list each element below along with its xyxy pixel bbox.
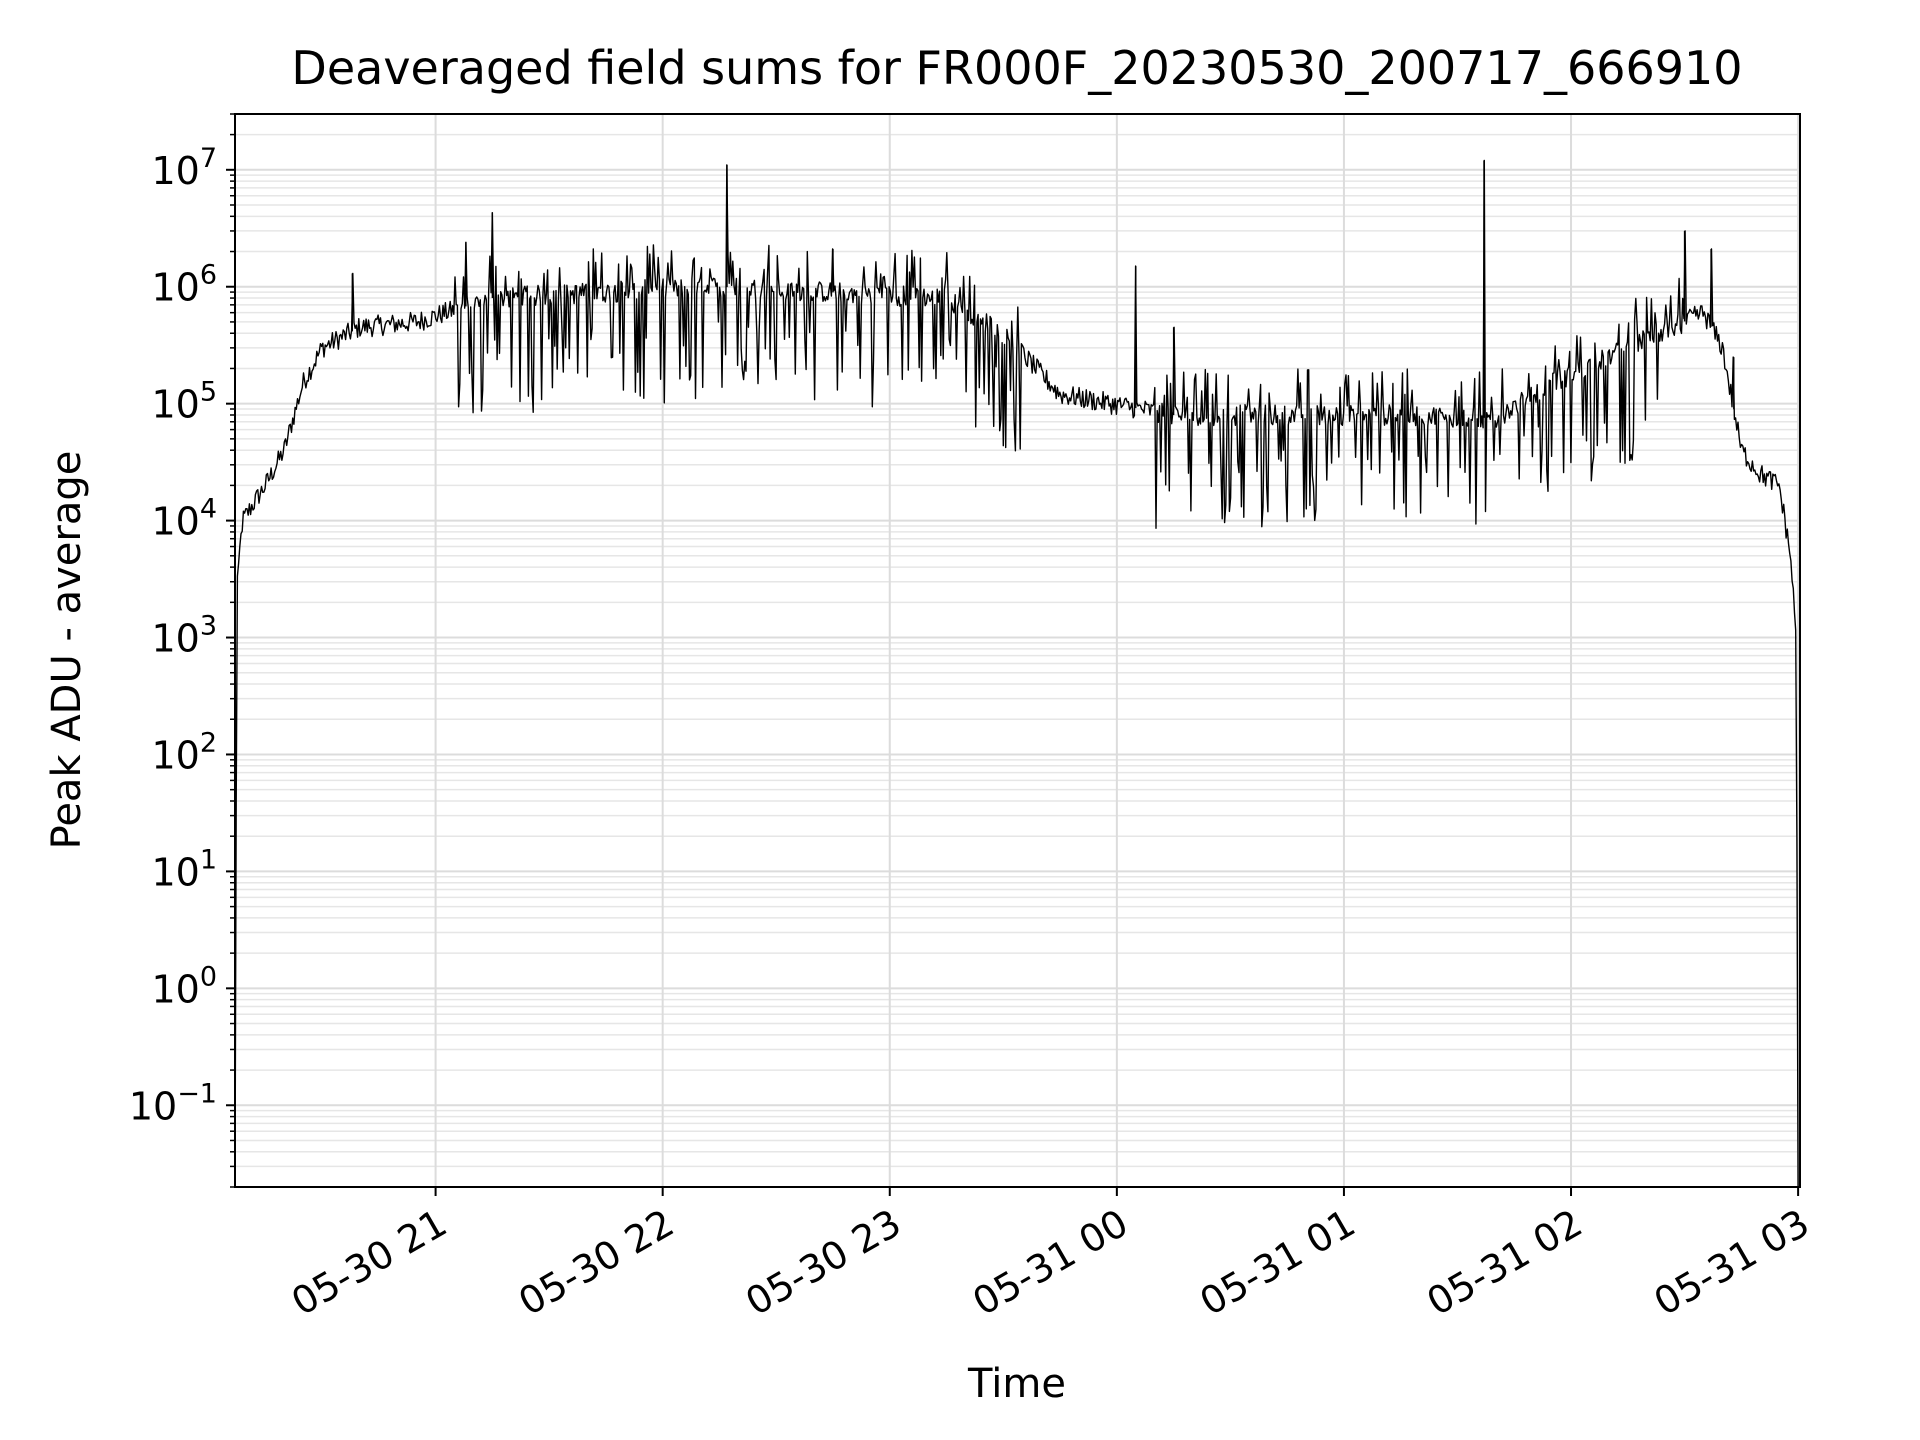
y-tick-label: 102 [151, 727, 217, 777]
y-tick-label: 10−1 [129, 1078, 217, 1128]
y-axis-label: Peak ADU - average [44, 451, 90, 850]
y-tick-label: 105 [151, 377, 217, 427]
series-layer [234, 159, 1799, 1188]
y-tick-label: 100 [151, 961, 217, 1011]
chart-title: Deaveraged field sums for FR000F_2023053… [291, 41, 1742, 95]
y-tick-label: 103 [151, 611, 217, 661]
grid [235, 113, 1800, 1188]
plot-frame [234, 113, 1801, 1188]
y-tick-label: 104 [151, 494, 217, 544]
series-line [234, 159, 1799, 1188]
y-tick-label: 107 [151, 143, 217, 193]
y-tick-label: 106 [151, 260, 217, 310]
x-axis-label: Time [967, 1361, 1066, 1407]
y-tick-label: 101 [151, 844, 217, 894]
